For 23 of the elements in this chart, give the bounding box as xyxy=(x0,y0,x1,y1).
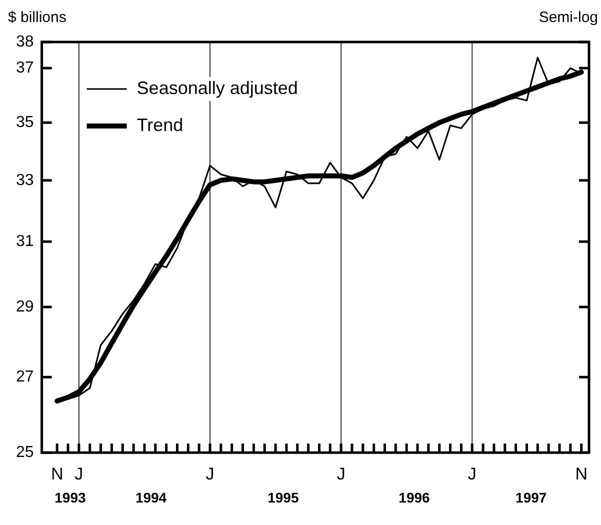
y-tick-label: 29 xyxy=(16,298,34,316)
x-tick-label: N xyxy=(575,464,588,484)
y-axis-title: $ billions xyxy=(8,9,66,26)
legend-label: Seasonally adjusted xyxy=(136,78,298,98)
legend-label: Trend xyxy=(136,114,184,135)
y-tick-label: 35 xyxy=(16,114,34,132)
x-tick-label: J xyxy=(336,464,346,484)
x-tick-label: N xyxy=(50,464,64,484)
y-tick-label: 37 xyxy=(16,60,34,77)
x-tick-label: J xyxy=(74,464,84,484)
text: 1994 xyxy=(135,490,167,506)
text: 1995 xyxy=(268,490,299,506)
x-tick-label: J xyxy=(206,464,214,484)
y-tick-label: 27 xyxy=(16,368,34,386)
y-tick-label: 38 xyxy=(16,33,34,50)
y-tick-label: 31 xyxy=(16,233,34,250)
x-tick-label: J xyxy=(468,464,476,484)
text: 1997 xyxy=(516,490,547,506)
y-tick-label: 25 xyxy=(16,444,34,462)
y-tick-label: 33 xyxy=(16,172,34,189)
text: Semi-log xyxy=(538,9,598,26)
text: 1996 xyxy=(398,490,430,506)
text: 1993 xyxy=(54,490,86,506)
